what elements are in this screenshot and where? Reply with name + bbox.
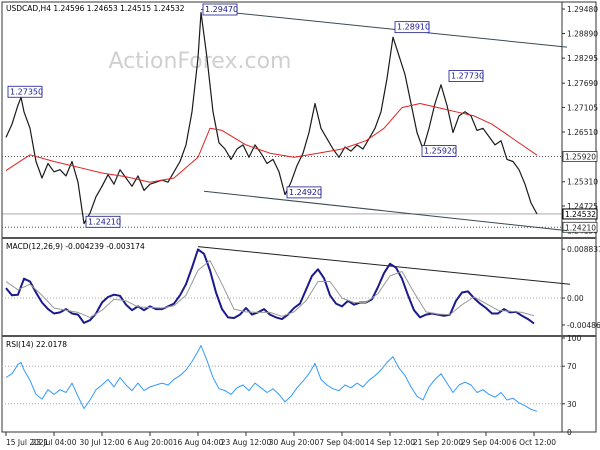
price-annotation-box [394, 21, 430, 34]
price-annotation-box [7, 85, 43, 98]
y-tick-label: -0.004862 [567, 321, 600, 330]
pane-3: 100 70 30 0 RSI(14) 22.0178 [2, 334, 582, 437]
current-price-label: 1.24532 [565, 210, 596, 219]
x-tick-label: 23 Jul 04:00 [32, 438, 77, 447]
trend-line [200, 8, 568, 48]
price-annotation: 1.27730 [451, 72, 484, 81]
price-annotation: 1.27350 [10, 87, 43, 96]
trend-line [203, 190, 568, 232]
price-annotation: 1.25920 [424, 146, 457, 155]
y-tick-label: 0 [567, 428, 572, 437]
chart-panes: ActionForex.com 1.29480 1.28890 1.28295 1.27… [1, 1, 600, 437]
price-annotation: 1.28910 [397, 23, 430, 32]
x-tick-label: 29 Sep 04:00 [461, 438, 511, 447]
x-tick-label: 14 Sep 12:00 [365, 438, 415, 447]
price-level-box [562, 221, 598, 233]
x-tick-label: 21 Sep 20:00 [413, 438, 463, 447]
y-tick-label: 1.26510 [567, 128, 598, 137]
price-annotation-box [421, 145, 457, 157]
pane-title: MACD(12,26,9) -0.004239 -0.003174 [6, 242, 145, 251]
series-moving-average [5, 103, 538, 183]
price-annotation-box [85, 215, 121, 228]
y-tick-label: 1.25310 [567, 178, 598, 187]
series-price [5, 11, 538, 225]
y-tick-label: 1.27105 [567, 103, 598, 112]
y-tick-label: 30 [567, 400, 577, 409]
price-annotation-box [202, 3, 238, 16]
series-macd [5, 248, 535, 325]
price-annotation: 1.24210 [88, 217, 121, 226]
watermark: ActionForex.com [109, 49, 292, 74]
x-tick-label: 6 Oct 12:00 [512, 438, 556, 447]
series-signal [5, 260, 535, 318]
y-tick-label: 0.008837 [567, 245, 600, 254]
current-price-box [562, 208, 598, 220]
pane-separator [2, 335, 596, 337]
x-tick-label: 30 Jul 12:00 [80, 438, 125, 447]
price-level-label: 1.25920 [565, 152, 596, 161]
price-annotation-box [448, 70, 484, 82]
price-level-box [562, 151, 598, 162]
trend-line [197, 246, 571, 285]
x-tick-label: 30 Aug 20:00 [269, 438, 320, 447]
series-rsi [5, 345, 538, 412]
y-tick-label: 70 [567, 362, 577, 371]
y-tick-label: 1.27690 [567, 79, 598, 88]
price-annotation: 1.24920 [289, 188, 322, 197]
x-tick-label: 15 Jul 2021 [6, 438, 49, 447]
y-tick-label: 100 [567, 334, 582, 343]
pane-title: USDCAD,H4 1.24596 1.24653 1.24515 1.2453… [6, 4, 185, 13]
price-annotation-box [286, 186, 322, 199]
y-tick-label: 1.28295 [567, 54, 598, 63]
price-annotation: 1.29470 [205, 5, 238, 14]
pane-title: RSI(14) 22.0178 [6, 340, 67, 349]
y-tick-label: 1.28890 [567, 29, 598, 38]
y-tick-label: 0.00 [567, 294, 584, 303]
pane-1: ActionForex.com 1.29480 1.28890 1.28295 1.27… [2, 3, 598, 236]
pane-2: 0.008837 0.00 -0.004862 MACD(12,26,9) -0.00… [2, 242, 600, 330]
price-level-label: 1.24210 [565, 223, 596, 232]
y-tick-label: 1.24725 [567, 202, 598, 211]
x-tick-label: 23 Aug 12:00 [221, 438, 272, 447]
x-tick-label: 6 Aug 20:00 [127, 438, 173, 447]
x-tick-label: 16 Aug 04:00 [173, 438, 224, 447]
y-tick-label: 1.29480 [567, 5, 598, 14]
x-tick-label: 7 Sep 04:00 [319, 438, 365, 447]
pane-separator [2, 237, 596, 239]
